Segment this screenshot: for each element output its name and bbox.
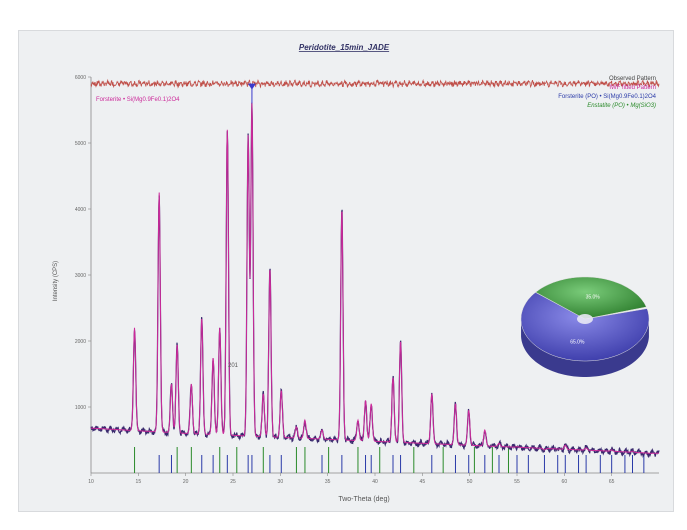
chart-title: Peridotite_15min_JADE: [299, 43, 390, 52]
x-tick-label: 10: [88, 479, 94, 485]
y-tick-label: 5000: [75, 141, 86, 147]
peak-marker-label: 201: [228, 363, 239, 369]
legend-fitted: IWF fitted Pattern: [609, 85, 656, 91]
x-tick-label: 45: [420, 479, 426, 485]
y-tick-label: 3000: [75, 273, 86, 279]
y-tick-label: 6000: [75, 75, 86, 81]
x-tick-label: 60: [562, 479, 568, 485]
x-tick-label: 30: [278, 479, 284, 485]
x-tick-label: 35: [325, 479, 331, 485]
x-tick-label: 55: [514, 479, 520, 485]
phase-label: Forsterite • Si(Mg0.9Fe0.1)2O4: [96, 97, 180, 103]
pie-slice-label: 65.0%: [570, 340, 585, 346]
residual-line: [90, 78, 660, 89]
legend-enstatite: Enstatite (PO) • Mg(SiO3): [587, 103, 656, 109]
x-tick-label: 25: [230, 479, 236, 485]
x-tick-label: 50: [467, 479, 473, 485]
chart-frame: Peridotite_15min_JADE 1000 2000 3000 4000 50…: [18, 30, 674, 512]
x-tick-label: 20: [183, 479, 189, 485]
pie-slice: [520, 292, 650, 362]
x-tick-label: 15: [136, 479, 142, 485]
pie-center: [577, 314, 593, 324]
xrd-chart: Peridotite_15min_JADE 1000 2000 3000 4000 50…: [53, 43, 660, 503]
y-tick-label: 1000: [75, 405, 86, 411]
pie-slice-side: [521, 320, 649, 377]
x-tick-label: 65: [609, 479, 615, 485]
y-tick-label: 4000: [75, 207, 86, 213]
fitted-pattern-line: [91, 102, 659, 454]
legend-observed: Observed Pattern: [609, 76, 656, 82]
x-axis-label: Two-Theta (deg): [338, 496, 389, 503]
x-tick-label: 40: [372, 479, 378, 485]
y-axis-label: Intensity (CPS): [53, 261, 59, 301]
legend-forsterite: Forsterite (PO) • Si(Mg0.9Fe0.1)2O4: [558, 94, 656, 100]
y-tick-label: 2000: [75, 339, 86, 345]
pie-slice-label: 35.0%: [586, 294, 601, 300]
pie-slice: [535, 276, 647, 320]
peak-marker-icon: [247, 83, 256, 90]
